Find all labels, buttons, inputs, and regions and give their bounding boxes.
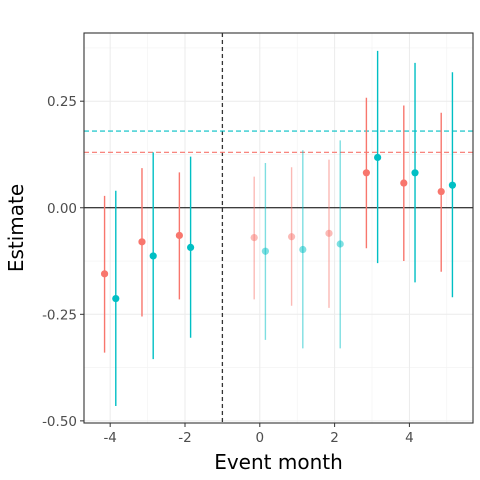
x-tick-label: 2 [330,430,339,446]
series-0-point [400,179,408,187]
series-1-point [336,240,344,248]
series-1-point [149,252,157,260]
y-tick-label: 0.25 [47,94,77,110]
y-axis-title: Estimate [4,184,28,272]
series-1-point [261,247,270,255]
series-1-point [448,181,457,189]
x-tick-label: -4 [103,430,116,446]
panel-border [83,32,474,424]
x-tick-label: -2 [178,430,191,446]
series-0-point [138,238,146,246]
x-tick-label: 4 [405,430,414,446]
y-tick-label: -0.50 [42,414,77,430]
series-0-point [100,270,109,278]
y-tick-label: -0.25 [42,307,77,323]
axes: -4 -2 0 2 4 -0.50 -0.25 0.00 0.25 [42,94,414,446]
series-0-point [175,231,183,240]
x-axis-title: Event month [214,450,343,474]
series-1-point [112,294,120,303]
series-0-point [250,233,258,242]
series-0-point [287,233,296,241]
series-0-point [325,229,333,237]
series-1-point [299,245,307,254]
series-0-point [437,187,445,196]
marks [100,50,457,406]
x-tick-label: 0 [256,430,265,446]
series-0-point [362,169,370,177]
y-tick-label: 0.00 [47,201,77,217]
series-1-point [187,243,195,251]
reference-lines [84,33,473,423]
series-1-point [411,169,419,177]
series-1-point [374,153,382,162]
